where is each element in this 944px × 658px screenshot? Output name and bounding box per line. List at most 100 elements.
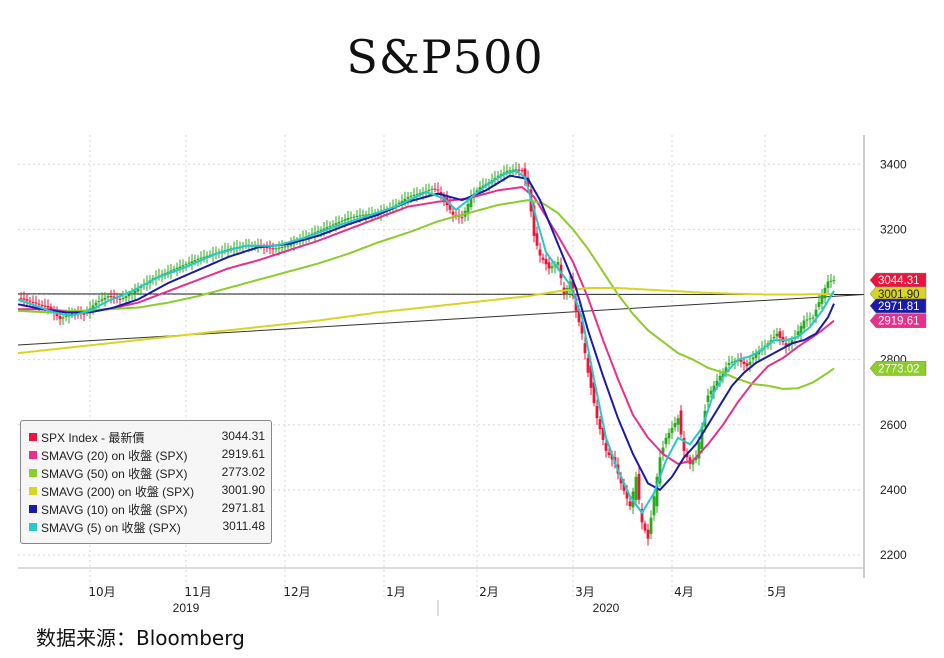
candle-body [64, 315, 68, 317]
candle-body [283, 246, 287, 248]
series-line [18, 186, 835, 465]
candle-body [199, 257, 203, 259]
candle-body [43, 305, 47, 307]
x-tick-label: 1月 [386, 585, 406, 599]
candle-body [829, 280, 833, 282]
candle-body [205, 255, 209, 257]
candle-body [799, 325, 803, 334]
candle-body [460, 217, 464, 219]
candle-body [103, 297, 107, 300]
candle-body [163, 273, 167, 275]
legend-series-value: 2773.02 [221, 465, 265, 479]
x-tick-label: 12月 [283, 585, 310, 599]
candle-body [202, 256, 206, 258]
legend-entry: SMAVG (10) on 收盤 (SPX) 2971.81 [29, 501, 265, 517]
legend-series-value: 3001.90 [221, 483, 265, 497]
candle-body [418, 192, 422, 194]
value-tag-bg [869, 298, 927, 314]
y-tick-label: 2600 [880, 418, 907, 432]
value-tag: 3001.90 [869, 286, 927, 302]
candle-body [34, 302, 38, 304]
candle-body [106, 296, 110, 298]
candle-body [649, 517, 653, 534]
candle-body [430, 188, 434, 190]
candle-body [166, 271, 170, 273]
candle-body [433, 188, 437, 190]
candle-body [70, 312, 74, 315]
candle-body [124, 296, 128, 299]
candle-body [274, 248, 278, 250]
candle-body [394, 204, 398, 206]
candle-body [169, 270, 173, 273]
legend-series-value: 2919.61 [221, 447, 265, 461]
candle-body [730, 361, 734, 363]
candle-body [337, 221, 341, 224]
candle-body [679, 410, 683, 435]
value-tag-bg [869, 313, 927, 328]
x-tick-label: 2月 [479, 585, 499, 599]
candle-body [328, 225, 332, 227]
candle-body [739, 359, 743, 362]
value-tag-bg [869, 361, 927, 376]
candle-body [100, 299, 104, 301]
year-label: 2019 [173, 601, 200, 615]
candle-body [469, 196, 473, 208]
candle-body [112, 296, 116, 298]
legend-series-name: SMAVG (20) on 收盤 (SPX) [41, 449, 188, 463]
candle-body [772, 336, 776, 339]
candle-body [721, 371, 725, 378]
candle-body [598, 419, 602, 430]
candle-body [97, 301, 101, 303]
legend-swatch [29, 469, 37, 477]
y-tick-label: 2200 [880, 548, 907, 562]
candle-body [619, 476, 623, 484]
candle-body [91, 305, 95, 310]
legend-swatch [29, 451, 37, 459]
candle-body [652, 496, 656, 516]
candle-body [22, 298, 26, 300]
candle-body [643, 523, 647, 531]
candle-body [46, 306, 50, 308]
candle-body [706, 395, 710, 402]
candle-body [826, 281, 830, 289]
candle-body [658, 457, 662, 484]
legend-series-name: SMAVG (5) on 收盤 (SPX) [41, 521, 181, 535]
candle-body [184, 263, 188, 265]
candle-body [349, 217, 353, 219]
candle-body [508, 170, 512, 172]
candle-body [808, 318, 812, 320]
candle-body [790, 340, 794, 344]
candle-body [448, 203, 452, 210]
candle-body [499, 174, 503, 176]
legend-series-name: SMAVG (200) on 收盤 (SPX) [41, 485, 195, 499]
candle-body [814, 309, 818, 317]
candle-body [412, 194, 416, 197]
candle-body [580, 321, 584, 334]
candle-body [178, 266, 182, 269]
candle-body [331, 224, 335, 226]
candle-body [700, 426, 704, 449]
x-tick-label: 11月 [184, 585, 211, 599]
candle-body [268, 247, 272, 249]
candle-body [805, 319, 809, 321]
candle-body [28, 300, 32, 302]
candle-body [742, 361, 746, 364]
candle-body [556, 261, 560, 265]
candle-body [667, 432, 671, 439]
candle-body [646, 529, 650, 539]
candle-body [718, 375, 722, 381]
candle-body [526, 177, 530, 188]
candle-body [544, 259, 548, 265]
candle-body [31, 301, 35, 303]
candle-body [175, 267, 179, 270]
candle-body [40, 305, 44, 307]
candle-body [712, 385, 716, 393]
candle-body [655, 476, 659, 507]
legend-series-name: SMAVG (10) on 收盤 (SPX) [41, 503, 188, 517]
legend-entry: SMAVG (20) on 收盤 (SPX) 2919.61 [29, 447, 265, 463]
candle-body [817, 302, 821, 308]
candle-body [832, 280, 836, 282]
candle-body [820, 294, 824, 304]
candle-body [118, 299, 122, 301]
